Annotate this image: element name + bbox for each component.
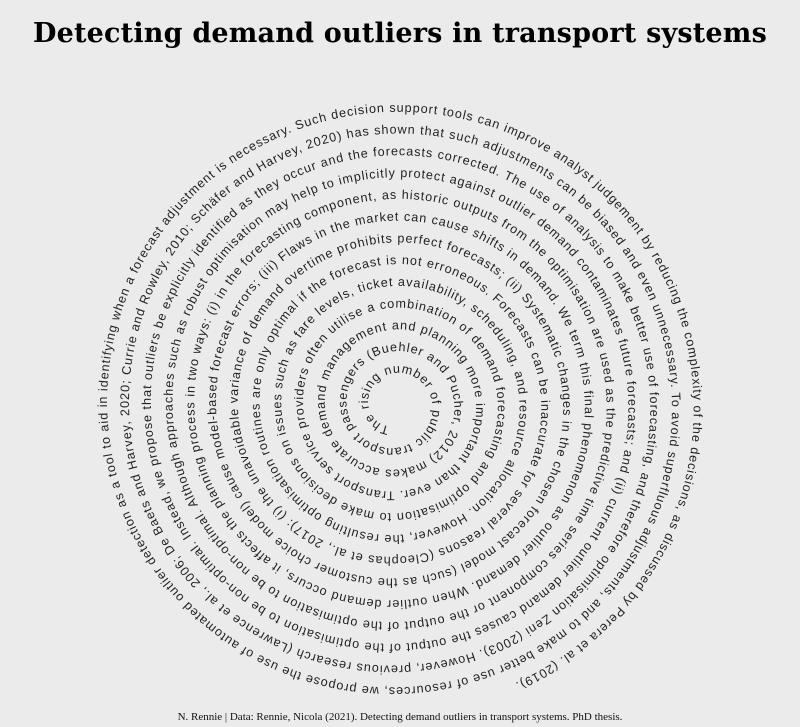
spiral-abstract-text: The rising number of public transport pa… (96, 101, 705, 699)
spiral-text-path: The rising number of public transport pa… (96, 101, 705, 699)
caption: N. Rennie | Data: Rennie, Nicola (2021).… (0, 711, 800, 723)
